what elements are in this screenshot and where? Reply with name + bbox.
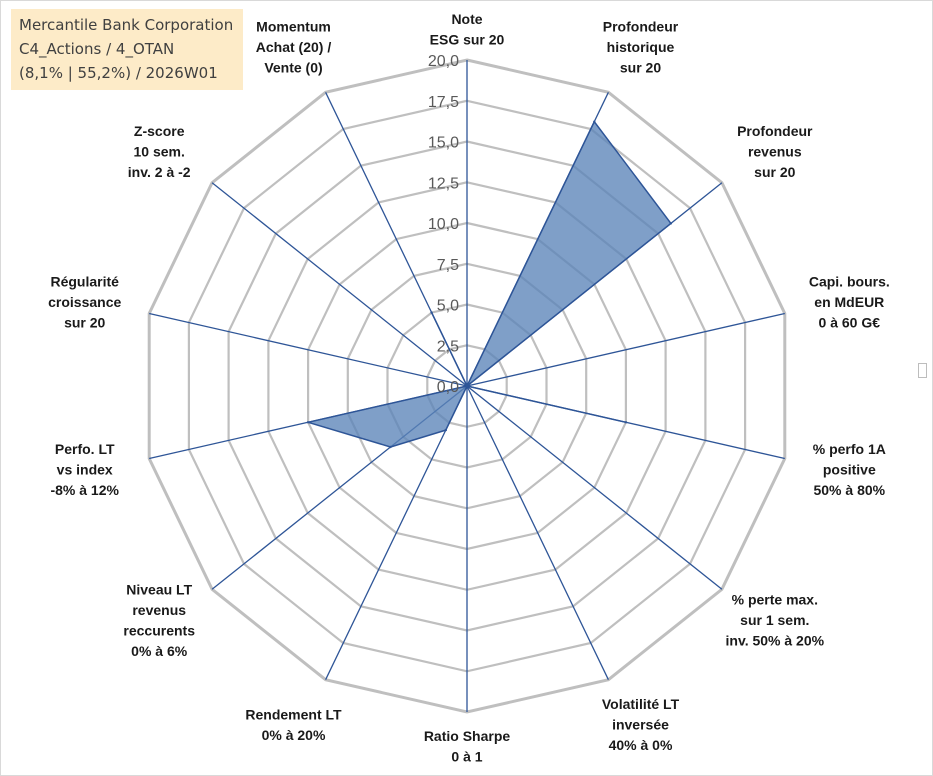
category-label-7: Ratio Sharpe 0 à 1 <box>424 728 511 765</box>
category-label-13: Momentum Achat (20) / Vente (0) <box>256 19 332 76</box>
category-label-3: Capi. bours. en MdEUR 0 à 60 G€ <box>809 274 890 331</box>
info-company: Mercantile Bank Corporation <box>19 16 234 34</box>
category-label-1: Profondeur historique sur 20 <box>603 19 679 76</box>
info-box: Mercantile Bank Corporation C4_Actions /… <box>11 9 243 90</box>
data-point-4 <box>624 421 628 424</box>
spoke-6 <box>466 385 609 680</box>
category-label-2: Profondeur revenus sur 20 <box>737 123 813 180</box>
category-label-9: Niveau LT revenus reccurents 0% à 6% <box>123 581 195 659</box>
tick-label: 20,0 <box>428 53 459 70</box>
category-label-8: Rendement LT 0% à 20% <box>245 706 342 743</box>
spoke-12 <box>211 182 468 387</box>
tick-label: 10,0 <box>428 216 459 233</box>
category-label-10: Perfo. LT vs index -8% à 12% <box>50 441 119 498</box>
category-label-12: Z-score 10 sem. inv. 2 à -2 <box>128 123 191 180</box>
tick-label: 5,0 <box>437 298 459 315</box>
radar-data <box>306 120 673 449</box>
category-label-4: % perfo 1A positive 50% à 80% <box>813 441 886 498</box>
category-label-11: Régularité croissance sur 20 <box>48 274 121 331</box>
data-area <box>307 120 672 448</box>
spoke-3 <box>466 312 785 387</box>
category-label-5: % perte max. sur 1 sem. inv. 50% à 20% <box>726 592 825 649</box>
data-point-9 <box>389 445 392 449</box>
category-labels: Note ESG sur 20 Profondeur historique sur 20… <box>48 11 890 765</box>
tick-label: 17,5 <box>428 94 459 111</box>
info-period: (8,1% | 55,2%) / 2026W01 <box>19 64 218 82</box>
tick-label: 0,0 <box>437 379 459 396</box>
tick-label: 15,0 <box>428 135 459 152</box>
tick-label: 2,5 <box>437 338 459 355</box>
tick-label: 7,5 <box>437 257 459 274</box>
data-point-12 <box>465 384 469 388</box>
data-point-8 <box>444 428 447 432</box>
info-category: C4_Actions / 4_OTAN <box>19 40 175 58</box>
data-point-13 <box>430 311 433 314</box>
spoke-8 <box>325 385 468 680</box>
data-point-10 <box>306 421 310 424</box>
category-label-0: Note ESG sur 20 <box>430 11 505 48</box>
data-point-2 <box>669 222 673 225</box>
scroll-handle[interactable] <box>918 363 927 378</box>
radial-tick-labels: 0,0 2,5 5,0 7,5 10,0 12,5 15,0 17,5 20,0 <box>428 53 459 396</box>
spoke-11 <box>149 312 468 387</box>
category-label-6: Volatilité LT inversée 40% à 0% <box>602 696 680 753</box>
data-point-1 <box>593 120 596 123</box>
tick-label: 12,5 <box>428 175 459 192</box>
spoke-5 <box>466 385 723 590</box>
